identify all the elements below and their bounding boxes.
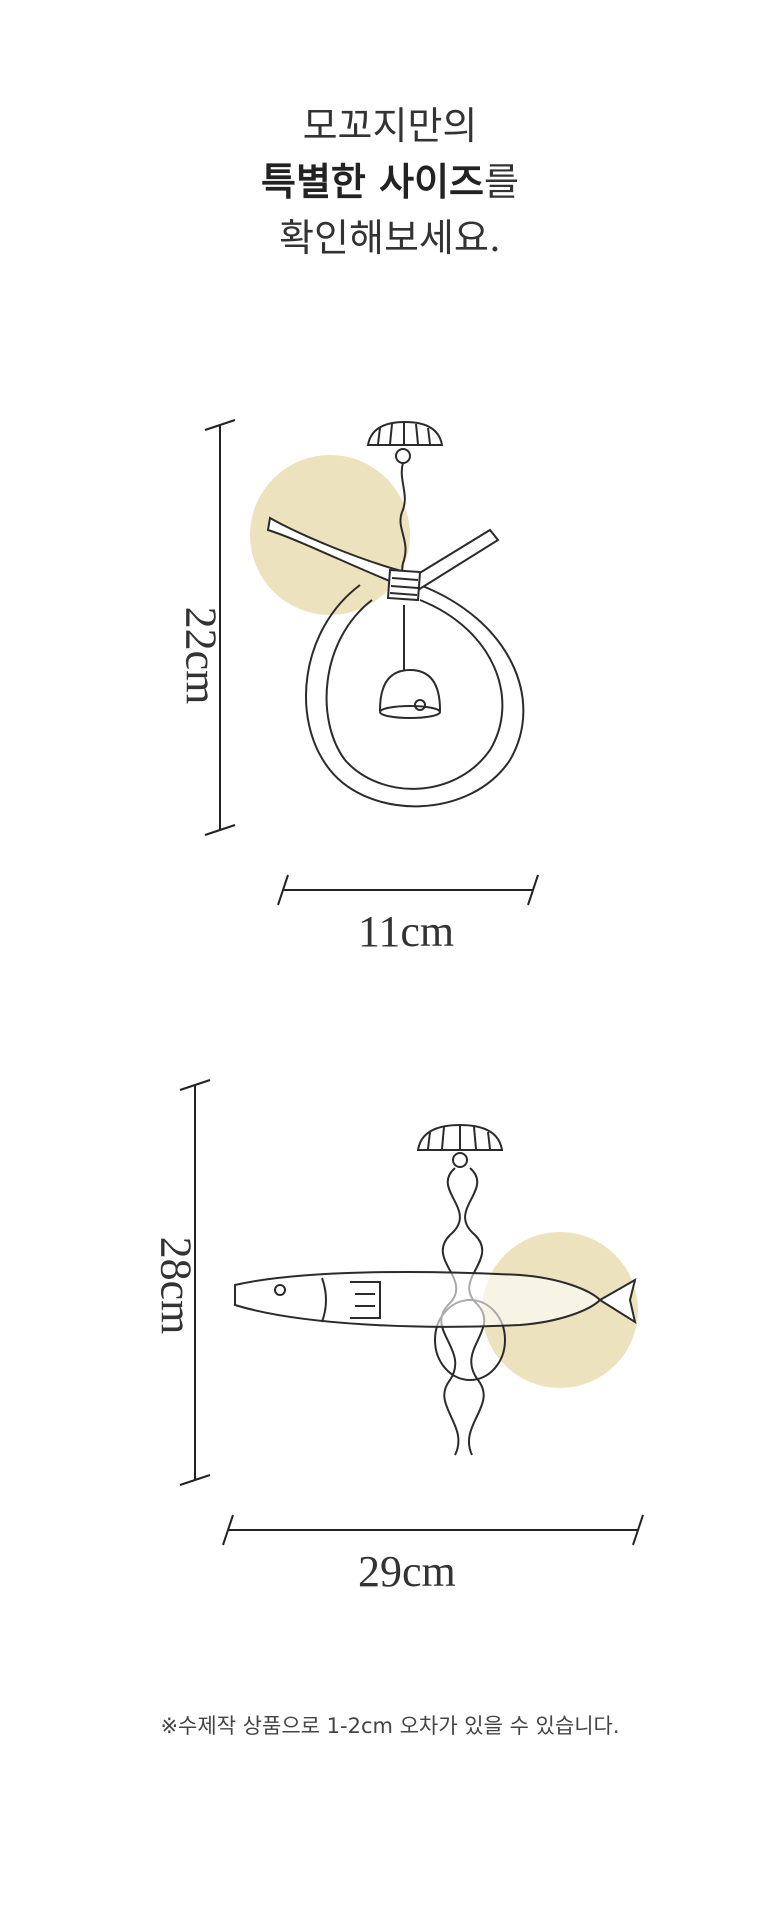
headline-emphasis: 특별한 사이즈 [261, 160, 485, 204]
product-figure-fish: 28cm 29cm [0, 1060, 780, 1620]
width-label: 29cm [358, 1547, 456, 1596]
width-dimension-line [222, 1514, 644, 1546]
width-dimension-line [277, 874, 539, 906]
headline-line-3: 확인해보세요. [279, 216, 501, 260]
ring-chime-illustration [204, 419, 539, 906]
fish-chime-illustration [179, 1079, 644, 1546]
headline-line-2: 특별한 사이즈를 [0, 154, 780, 210]
headline-line-2-rest: 를 [484, 160, 519, 204]
width-label: 11cm [358, 907, 455, 956]
handmade-tolerance-note: ※수제작 상품으로 1-2cm 오차가 있을 수 있습니다. [160, 1714, 620, 1738]
accent-circle [250, 455, 410, 615]
height-label: 28cm [151, 1236, 201, 1335]
product-figure-ring: 22cm 11cm [0, 400, 780, 960]
height-label: 22cm [176, 606, 226, 705]
headline-line-1: 모꼬지만의 [302, 104, 478, 148]
fish-chime-drawing [234, 1123, 637, 1456]
ring-chime-drawing [266, 420, 525, 808]
headline: 모꼬지만의 특별한 사이즈를 확인해보세요. [0, 98, 780, 266]
height-dimension-line [204, 419, 236, 836]
height-dimension-line [179, 1079, 211, 1486]
